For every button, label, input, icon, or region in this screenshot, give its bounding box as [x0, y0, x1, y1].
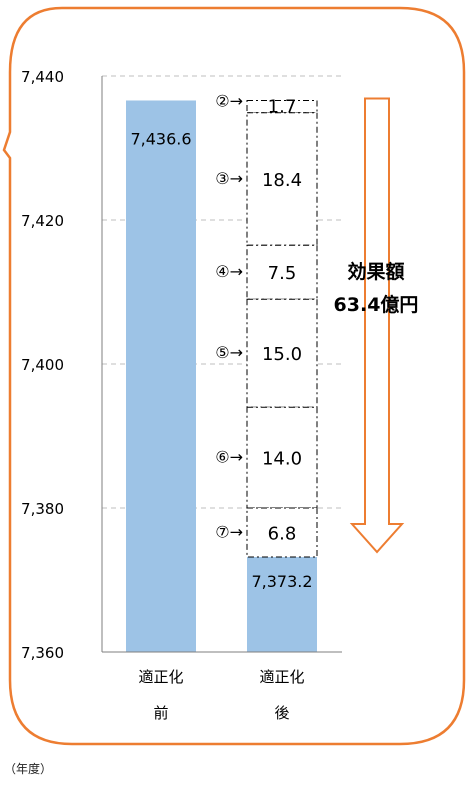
- bar-value-label: 7,436.6: [130, 129, 191, 148]
- reduction-segment: [246, 112, 318, 246]
- reduction-segments: 1.7 ②→ 18.4 ③→ 7.5 ④→ 15.0 ⑤→ 14.0 ⑥→ 6.8 ⑦→: [215, 91, 318, 558]
- y-tick-label: 7,360: [21, 644, 64, 662]
- segment-marker: ②→: [215, 91, 243, 110]
- reduction-arrow: [349, 97, 405, 554]
- y-axis-ticks: 7,360 7,380 7,400 7,420 7,440: [21, 68, 64, 662]
- segment-marker: ⑦→: [215, 522, 243, 541]
- x-category-label: 適正化: [138, 668, 183, 686]
- y-tick-label: 7,400: [21, 356, 64, 374]
- segment-marker: ⑤→: [215, 343, 243, 362]
- effect-amount: 63.4億円: [334, 293, 419, 316]
- callout-frame: [2, 6, 466, 746]
- segment-value-label: 18.4: [262, 170, 302, 191]
- bars: 7,436.6 7,373.2: [126, 100, 317, 653]
- segment-value-label: 6.8: [268, 523, 297, 544]
- segment-value-label: 15.0: [262, 344, 302, 365]
- segment-marker: ⑥→: [215, 448, 243, 467]
- segment-value-label: 7.5: [268, 263, 297, 284]
- y-tick-label: 7,440: [21, 68, 64, 86]
- segment-marker: ④→: [215, 262, 243, 281]
- y-tick-label: 7,380: [21, 500, 64, 518]
- segment-value-label: 14.0: [262, 449, 302, 470]
- bar: [126, 100, 196, 653]
- x-category-label: 後: [274, 704, 289, 722]
- x-category-label: 前: [153, 704, 168, 722]
- effect-label: 効果額: [347, 260, 404, 283]
- bar: [247, 556, 317, 652]
- down-arrow-icon: [349, 97, 405, 554]
- year-note: （年度）: [4, 762, 53, 776]
- segment-marker: ③→: [215, 169, 243, 188]
- chart: 7,360 7,380 7,400 7,420 7,440 7,436.6 7,373.2…: [2, 6, 466, 746]
- y-tick-label: 7,420: [21, 212, 64, 230]
- bar-value-label: 7,373.2: [251, 572, 312, 591]
- reduction-segment: [246, 507, 318, 558]
- x-category-label: 適正化: [259, 668, 304, 686]
- segment-value-label: 1.7: [268, 96, 297, 117]
